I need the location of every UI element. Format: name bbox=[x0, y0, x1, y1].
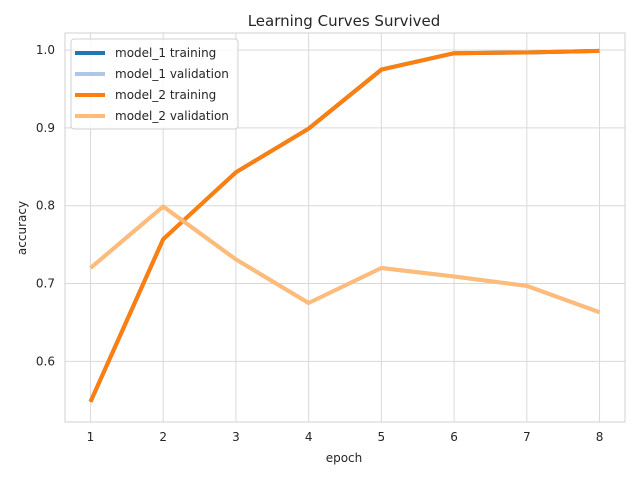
y-axis-ticks: 0.6 0.7 0.8 0.9 1.0 bbox=[36, 43, 55, 368]
y-tick-label: 1.0 bbox=[36, 43, 55, 57]
x-axis-ticks: 1 2 3 4 5 6 7 8 bbox=[87, 430, 604, 444]
y-tick-label: 0.6 bbox=[36, 354, 55, 368]
x-tick-label: 8 bbox=[596, 430, 604, 444]
plot-frame bbox=[64, 32, 626, 423]
y-tick-label: 0.8 bbox=[36, 199, 55, 213]
x-tick-label: 1 bbox=[87, 430, 95, 444]
x-tick-label: 5 bbox=[378, 430, 386, 444]
series-group bbox=[88, 48, 601, 403]
legend-label-3: model_2 training bbox=[115, 88, 216, 102]
legend: model_1 training model_1 validation model_… bbox=[70, 38, 239, 130]
chart-title: Learning Curves Survived bbox=[248, 12, 441, 30]
x-tick-label: 6 bbox=[450, 430, 458, 444]
series-line-4 bbox=[89, 204, 601, 315]
legend-label-2: model_1 validation bbox=[115, 67, 229, 81]
x-tick-label: 3 bbox=[232, 430, 240, 444]
x-tick-label: 2 bbox=[159, 430, 167, 444]
x-tick-label: 7 bbox=[523, 430, 531, 444]
legend-label-4: model_2 validation bbox=[115, 109, 229, 123]
x-axis-label: epoch bbox=[326, 451, 363, 465]
series-line-2 bbox=[89, 204, 601, 315]
y-axis-label: accuracy bbox=[15, 201, 29, 255]
x-tick-label: 4 bbox=[305, 430, 313, 444]
legend-label-1: model_1 training bbox=[115, 46, 216, 60]
y-tick-label: 0.9 bbox=[36, 121, 55, 135]
y-tick-label: 0.7 bbox=[36, 277, 55, 291]
legend-box bbox=[70, 38, 239, 130]
series-line-3 bbox=[88, 48, 600, 403]
